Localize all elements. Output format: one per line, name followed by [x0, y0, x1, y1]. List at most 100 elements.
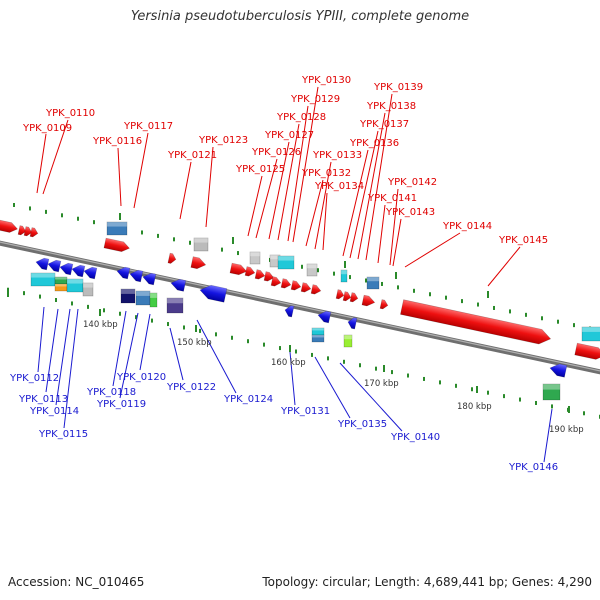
forward-gene-labels: YPK_0109 YPK_0110 YPK_0116 YPK_0117 YPK_… [22, 75, 548, 246]
forward-gene-arrow [254, 269, 266, 280]
gene-box [82, 282, 94, 297]
gene-box [54, 276, 68, 285]
gene-box-shine [344, 335, 352, 340]
forward-gene-arrow [0, 218, 18, 233]
gene-box [306, 263, 318, 277]
leader-line [268, 141, 290, 240]
gene-label: YPK_0124 [223, 394, 273, 405]
gene-box [149, 292, 158, 308]
gene-box-shine [55, 277, 67, 280]
gene-box-shape [106, 221, 128, 236]
gene-box [106, 221, 128, 236]
gene-box [581, 326, 600, 342]
gene-label: YPK_0137 [359, 119, 409, 130]
forward-gene-arrow [244, 266, 256, 277]
gene-label: YPK_0138 [366, 101, 416, 112]
gene-box-shape [311, 334, 325, 343]
reverse-gene-arrow-shape [129, 269, 144, 283]
gene-label: YPK_0144 [442, 221, 492, 232]
reverse-gene-arrow [317, 310, 332, 324]
leader-line [255, 158, 278, 239]
leader-line [377, 204, 386, 264]
kbp-label-190: 190 kbp [549, 425, 584, 435]
gene-label: YPK_0145 [498, 235, 548, 246]
leader-line [45, 308, 59, 393]
gene-label: YPK_0136 [349, 138, 399, 149]
forward-gene-arrow-shape [300, 282, 312, 293]
leader-line [365, 93, 393, 261]
leader-line [487, 246, 521, 287]
forward-gene-arrow [574, 342, 600, 360]
forward-gene-arrow [270, 276, 282, 287]
forward-gene-arrow [290, 280, 302, 291]
forward-gene-arrow-shape [280, 278, 292, 289]
gene-box-shine [312, 335, 324, 338]
backbone-line [0, 240, 600, 375]
reverse-gene-arrow-shape [35, 257, 50, 271]
gene-features [0, 218, 600, 401]
reverse-gene-arrow-shape [59, 262, 74, 276]
gene-label: YPK_0119 [96, 399, 146, 410]
forward-gene-arrow-shape [167, 252, 177, 264]
forward-gene-arrow [103, 237, 130, 252]
forward-gene-arrow-shape [310, 284, 322, 295]
backbone [0, 240, 600, 375]
kbp-label-150: 150 kbp [177, 338, 212, 348]
reverse-gene-arrow-shape [71, 264, 86, 278]
gene-box-shine [307, 264, 317, 269]
leader-line [117, 147, 122, 207]
gene-label: YPK_0114 [29, 406, 79, 417]
accession-text: Accession: NC_010465 [8, 575, 145, 589]
leader-line [314, 161, 332, 250]
forward-gene-arrow-shape [335, 289, 345, 300]
leader-line [196, 319, 237, 394]
gene-box [120, 288, 136, 304]
leader-line [322, 192, 328, 251]
gene-box-shape [249, 251, 261, 265]
gene-label: YPK_0140 [390, 432, 440, 443]
forward-gene-arrow [280, 278, 292, 289]
reverse-gene-arrow-shape [142, 272, 157, 286]
gene-box [311, 334, 325, 343]
leader-line [392, 218, 402, 267]
leader-line [179, 161, 192, 220]
forward-gene-arrow-shape [0, 218, 18, 233]
gene-label: YPK_0118 [86, 387, 136, 398]
gene-box [66, 278, 84, 293]
leader-line [42, 119, 69, 195]
gene-box-shine [367, 277, 379, 282]
leader-line [287, 105, 309, 242]
reverse-gene-arrow-shape [83, 266, 98, 280]
gene-label: YPK_0142 [387, 177, 437, 188]
reverse-gene-arrow-shape [170, 278, 187, 292]
forward-gene-arrow-shape [574, 342, 600, 360]
forward-gene-arrow-shape [229, 262, 248, 276]
forward-gene-arrow [167, 252, 177, 264]
forward-gene-arrow-shape [254, 269, 266, 280]
gene-label: YPK_0109 [22, 123, 72, 134]
gene-box [54, 283, 68, 292]
reverse-gene-arrow [199, 284, 228, 303]
gene-box-shine [31, 273, 55, 278]
kbp-markers: 140 kbp 150 kbp 160 kbp 170 kbp 180 kbp … [83, 320, 584, 435]
gene-label: YPK_0121 [167, 150, 217, 161]
leader-line [305, 179, 324, 247]
gene-box-shape [149, 292, 158, 308]
reverse-gene-arrow [549, 363, 568, 378]
gene-label: YPK_0146 [508, 462, 558, 473]
forward-gene-arrow-shape [361, 294, 376, 307]
leader-line [339, 362, 403, 432]
gene-box-shine [270, 255, 280, 260]
reverse-gene-arrow [71, 264, 86, 278]
gene-box [343, 334, 353, 348]
leader-line [314, 356, 351, 419]
leader-line [404, 232, 461, 268]
gene-label: YPK_0120 [116, 372, 166, 383]
forward-gene-arrow-shape [23, 226, 33, 237]
forward-gene-arrow-shape [244, 266, 256, 277]
gene-label: YPK_0115 [38, 429, 88, 440]
forward-gene-arrow-shape [379, 299, 389, 310]
leader-line [289, 351, 296, 406]
gene-label: YPK_0135 [337, 419, 387, 430]
leader-line [205, 146, 214, 228]
